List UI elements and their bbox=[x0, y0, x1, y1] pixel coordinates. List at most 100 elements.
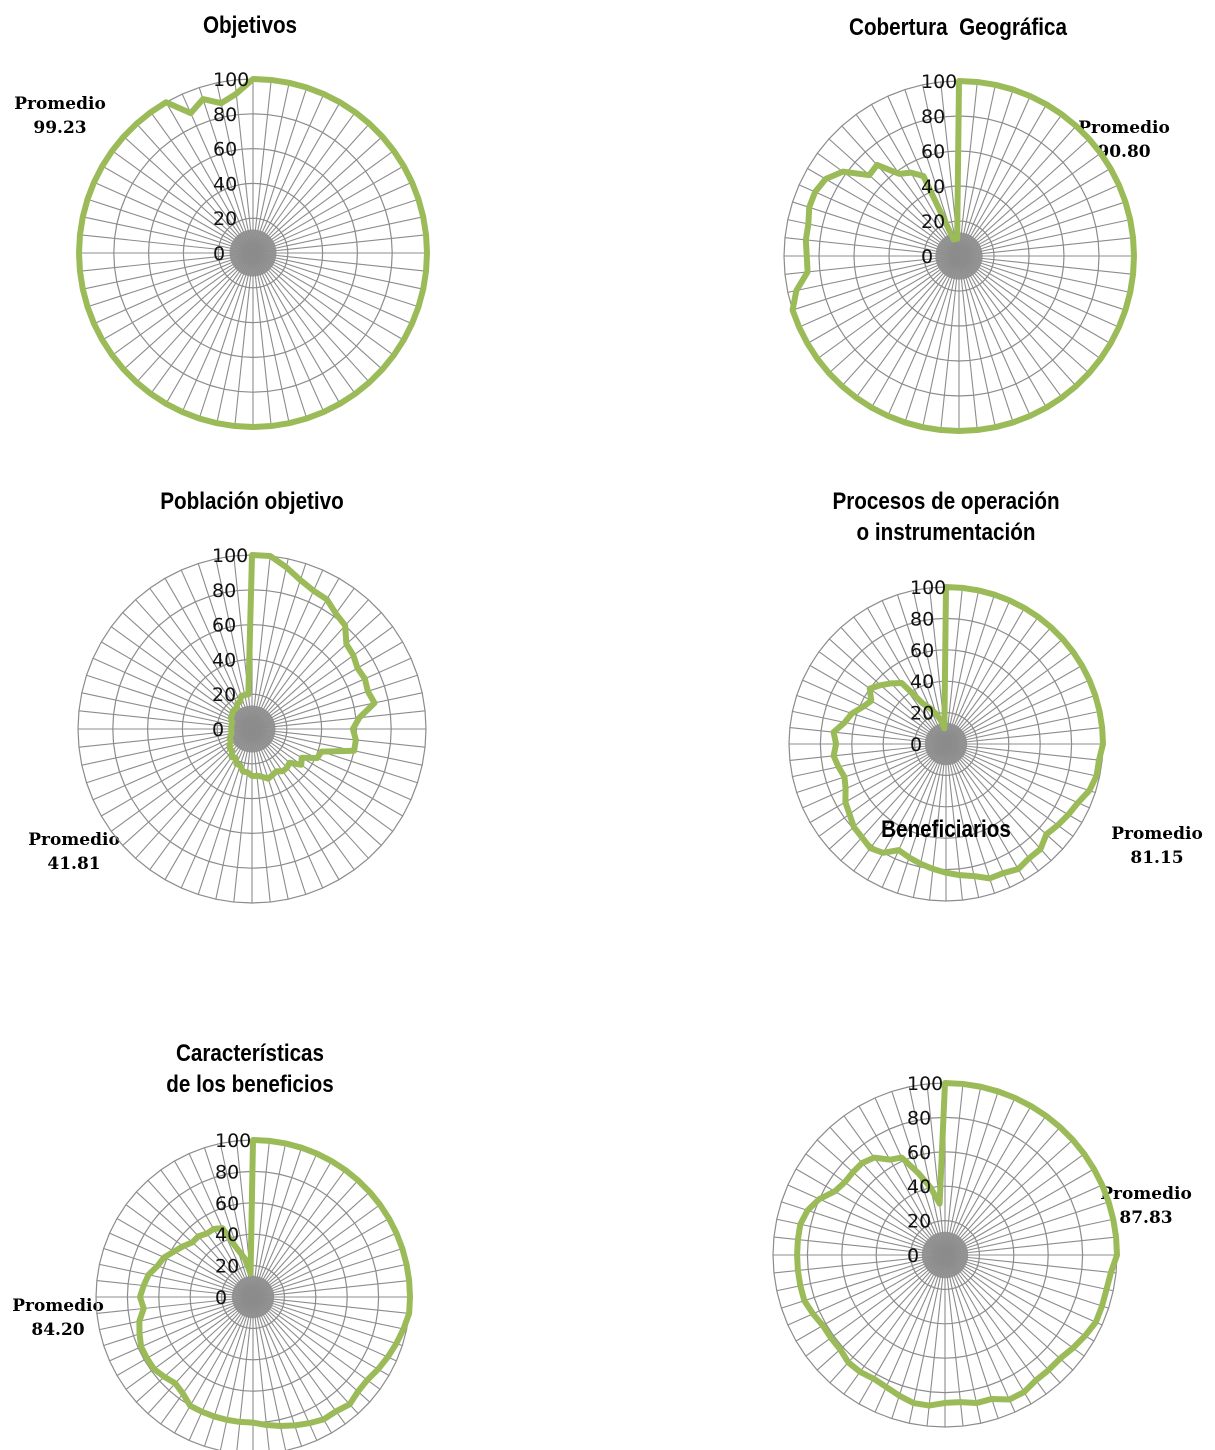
promedio-value: 81.15 bbox=[1130, 848, 1184, 868]
axis-tick-label: 0 bbox=[213, 243, 225, 265]
grid-spoke bbox=[251, 692, 423, 730]
grid-spoke bbox=[802, 679, 947, 745]
grid-spoke bbox=[234, 79, 254, 254]
grid-spoke bbox=[784, 255, 960, 275]
grid-spoke bbox=[945, 743, 1052, 862]
grid-spoke bbox=[125, 1296, 254, 1390]
grid-spoke bbox=[944, 1254, 1095, 1342]
grid-spoke bbox=[251, 728, 340, 880]
grid-spoke bbox=[958, 255, 1134, 275]
grid-spoke bbox=[940, 255, 960, 431]
grid-spoke bbox=[252, 93, 325, 254]
grid-spoke bbox=[807, 255, 960, 344]
grid-spoke bbox=[828, 638, 947, 745]
grid-spoke bbox=[252, 1153, 318, 1298]
grid-spoke bbox=[180, 728, 253, 889]
grid-spoke bbox=[958, 255, 1126, 311]
grid-spoke bbox=[796, 694, 947, 745]
axis-tick-label: 0 bbox=[215, 1287, 227, 1309]
axis-tick-label: 20 bbox=[215, 1256, 239, 1278]
grid-spoke bbox=[843, 1115, 946, 1256]
grid-spoke bbox=[252, 252, 370, 383]
grid-spoke bbox=[944, 1254, 1016, 1413]
grid-spoke bbox=[818, 743, 947, 837]
grid-spoke bbox=[945, 679, 1090, 745]
grid-spoke bbox=[103, 1247, 254, 1298]
grid-spoke bbox=[252, 1160, 332, 1298]
grid-spoke bbox=[776, 1218, 946, 1256]
axis-tick-label: 20 bbox=[910, 703, 934, 725]
grid-spoke bbox=[944, 1236, 1117, 1256]
grid-spoke bbox=[181, 252, 254, 413]
grid-spoke bbox=[828, 255, 960, 374]
promedio-label: Promedio bbox=[12, 1296, 104, 1316]
grid-spoke bbox=[944, 1168, 1095, 1256]
grid-spoke bbox=[197, 728, 253, 895]
axis-tick-label: 100 bbox=[910, 577, 946, 599]
grid-spoke bbox=[881, 743, 947, 888]
grid-spoke bbox=[945, 594, 996, 745]
grid-spoke bbox=[958, 201, 1126, 257]
axis-tick-label: 40 bbox=[921, 176, 945, 198]
grid-spoke bbox=[945, 743, 1100, 778]
grid-spoke bbox=[944, 1254, 1114, 1292]
grid-spoke bbox=[944, 1254, 1074, 1371]
promedio-value: 87.83 bbox=[1119, 1208, 1173, 1228]
grid-spoke bbox=[101, 641, 253, 730]
grid-spoke bbox=[252, 252, 383, 370]
grid-spoke bbox=[784, 237, 960, 257]
grid-spoke bbox=[252, 1143, 287, 1298]
grid-spoke bbox=[945, 743, 996, 894]
grid-spoke bbox=[958, 184, 1120, 257]
grid-spoke bbox=[944, 1201, 1109, 1256]
grid-spoke bbox=[252, 79, 272, 254]
grid-spoke bbox=[867, 743, 947, 881]
grid-spoke bbox=[958, 255, 1031, 417]
grid-spoke bbox=[944, 1184, 1103, 1256]
grid-spoke bbox=[252, 252, 395, 356]
grid-spoke bbox=[93, 181, 254, 254]
grid-spoke bbox=[252, 1232, 397, 1298]
grid-spoke bbox=[944, 1091, 999, 1256]
grid-spoke bbox=[81, 728, 253, 766]
grid-spoke bbox=[958, 255, 1101, 360]
series-line bbox=[136, 1137, 413, 1429]
axis-tick-label: 0 bbox=[921, 246, 933, 268]
grid-spoke bbox=[252, 1296, 410, 1314]
grid-spoke bbox=[945, 710, 1100, 745]
axis-tick-label: 60 bbox=[215, 1193, 239, 1215]
grid-spoke bbox=[945, 694, 1096, 745]
grid-spoke bbox=[251, 657, 412, 730]
axis-tick-label: 20 bbox=[907, 1211, 931, 1233]
grid-spoke bbox=[87, 252, 254, 308]
grid-spoke bbox=[789, 743, 947, 761]
grid-spoke bbox=[841, 255, 960, 387]
series-line bbox=[76, 76, 430, 430]
grid-spoke bbox=[874, 1097, 946, 1256]
grid-spoke bbox=[252, 252, 341, 404]
grid-spoke bbox=[958, 255, 1090, 374]
grid-spoke bbox=[944, 1115, 1047, 1256]
promedio-label: Promedio bbox=[1111, 824, 1203, 844]
grid-spoke bbox=[234, 252, 254, 427]
grid-spoke bbox=[945, 743, 1074, 837]
chart-title: Objetivos bbox=[202, 12, 298, 39]
grid-spoke bbox=[251, 728, 426, 748]
grid-spoke bbox=[251, 728, 307, 895]
grid-spoke bbox=[858, 1105, 946, 1256]
grid-spoke bbox=[251, 728, 423, 766]
grid-spoke bbox=[252, 1296, 318, 1441]
series-line bbox=[789, 78, 1137, 434]
grid-spoke bbox=[945, 743, 1096, 794]
grid-spoke bbox=[216, 252, 254, 424]
axis-tick-label: 60 bbox=[910, 640, 934, 662]
grid-spoke bbox=[111, 252, 254, 356]
promedio-label: Promedio bbox=[1078, 118, 1170, 138]
grid-spoke bbox=[198, 87, 254, 254]
grid-spoke bbox=[944, 1254, 1061, 1384]
grid-spoke bbox=[908, 1086, 946, 1256]
axis-tick-label: 100 bbox=[907, 1073, 943, 1095]
grid-spoke bbox=[809, 743, 947, 823]
grid-spoke bbox=[944, 1254, 1047, 1395]
